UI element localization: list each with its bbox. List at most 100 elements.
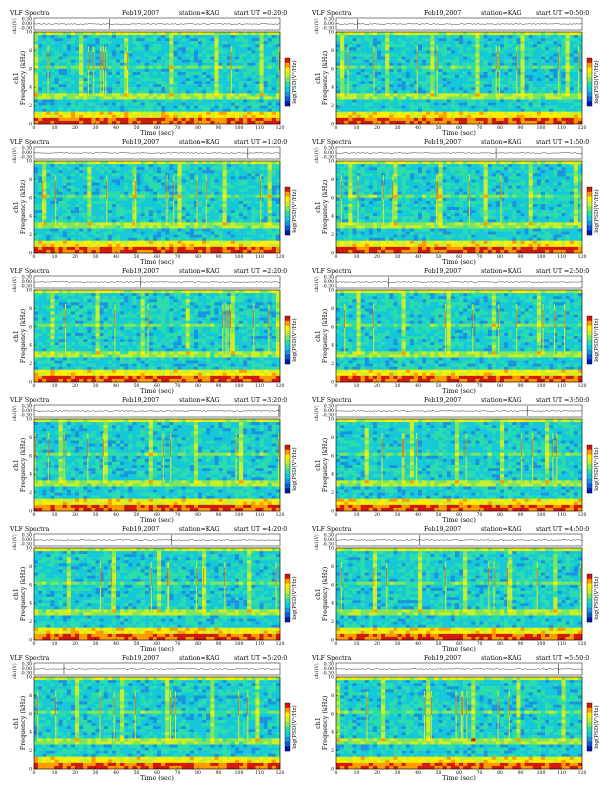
- x-tick-label: 0: [33, 512, 36, 518]
- sferic-streak: [580, 175, 582, 225]
- sferic-core: [103, 439, 104, 457]
- y-tick-label: 4: [331, 85, 334, 91]
- sferic-streak: [162, 433, 164, 483]
- spectrogram-panel: VLF Spectra Feb19,2007 station=KAG start UT…: [306, 395, 606, 524]
- colorbar-segment: [285, 316, 290, 321]
- y-tick-label: 6: [331, 195, 334, 201]
- sferic-core: [552, 439, 553, 457]
- x-tick-label: 20: [72, 512, 78, 518]
- waveform-trace: [33, 410, 281, 412]
- sferic-streak: [401, 433, 403, 483]
- colorbar-segment: [285, 220, 290, 226]
- y-tick-label: 4: [331, 601, 334, 607]
- waveform-ytick: 0.00: [324, 408, 334, 414]
- y-tick-label: 4: [331, 343, 334, 349]
- y-tick-label: 4: [29, 343, 32, 349]
- sferic-streak: [558, 46, 560, 96]
- spectrogram-image: [336, 32, 583, 125]
- spectrogram-panel: VLF Spectra Feb19,2007 station=KAG start UT…: [4, 524, 304, 653]
- panel-start-time: start UT =2:20:0: [234, 268, 287, 275]
- x-tick-label: 30: [93, 641, 99, 647]
- x-tick-label: 70: [477, 641, 483, 647]
- sferic-core: [403, 439, 405, 457]
- y-tick-label: 2: [331, 619, 334, 625]
- sferic-streak: [468, 175, 470, 225]
- sferic-core: [227, 310, 229, 328]
- x-tick-label: 40: [415, 383, 421, 389]
- sferic-core: [253, 310, 254, 328]
- colorbar-segment: [285, 77, 290, 83]
- spectrogram-image: [34, 677, 281, 770]
- x-tick-label: 30: [93, 512, 99, 518]
- waveform-trace: [335, 281, 583, 283]
- spectrogram-image: [336, 419, 583, 512]
- y-tick-label: 6: [29, 453, 32, 459]
- waveform-ytick: 0.00: [22, 408, 32, 414]
- sferic-streak: [382, 175, 384, 225]
- colorbar-segment: [285, 741, 290, 747]
- sferic-core: [381, 439, 383, 457]
- sferic-core: [238, 697, 239, 715]
- sferic-streak: [260, 175, 262, 225]
- waveform-ytick: 0.30: [22, 533, 32, 539]
- sferic-core: [469, 181, 470, 199]
- sferic-streak: [55, 691, 57, 741]
- sferic-streak: [403, 433, 405, 483]
- y-tick-label: 0: [331, 767, 334, 773]
- x-tick-label: 120: [578, 383, 587, 389]
- waveform-ytick: 0.30: [22, 662, 32, 668]
- x-tick-label: 20: [72, 641, 78, 647]
- y-tick-label: 8: [331, 306, 334, 312]
- x-tick-label: 30: [93, 770, 99, 776]
- colorbar-segment: [285, 746, 290, 752]
- x-tick-label: 90: [216, 254, 222, 260]
- sferic-streak: [230, 46, 232, 96]
- x-tick-label: 120: [578, 770, 587, 776]
- x-tick-label: 70: [477, 512, 483, 518]
- y-tick-label: 10: [26, 30, 32, 36]
- sferic-streak: [381, 433, 383, 483]
- panel-start-time: start UT =4:50:0: [536, 526, 589, 533]
- x-tick-label: 10: [354, 254, 360, 260]
- colorbar-segment: [285, 617, 290, 623]
- x-tick-label: 90: [518, 254, 524, 260]
- sferic-core: [462, 697, 463, 715]
- colorbar-segment: [587, 449, 592, 455]
- x-tick-label: 80: [195, 641, 201, 647]
- x-tick-label: 0: [33, 254, 36, 260]
- panel-station: station=KAG: [481, 10, 522, 17]
- x-tick-label: 10: [354, 512, 360, 518]
- spectrogram-svg: VLF Spectra Feb19,2007 station=KAG start UT…: [311, 397, 600, 524]
- sferic-core: [416, 439, 417, 457]
- colorbar-segment: [285, 215, 290, 221]
- colorbar-segment: [285, 82, 290, 87]
- colorbar-segment: [587, 77, 592, 83]
- waveform-ylabel: ch1(V): [313, 405, 320, 421]
- sferic-core: [516, 52, 517, 70]
- sferic-streak: [113, 691, 115, 741]
- colorbar-segment: [587, 220, 592, 226]
- x-axis-label: Time (sec): [140, 774, 174, 782]
- colorbar-frame: [284, 702, 291, 752]
- colorbar-segment: [587, 454, 592, 460]
- colorbar-segment: [587, 602, 592, 608]
- y-tick-label: 10: [26, 159, 32, 165]
- y-tick-label: 4: [29, 730, 32, 736]
- sferic-core: [88, 52, 89, 70]
- sferic-streak: [247, 691, 249, 741]
- spectrogram-panel: VLF Spectra Feb19,2007 station=KAG start UT…: [306, 8, 606, 137]
- x-tick-label: 60: [154, 512, 160, 518]
- sferic-core: [48, 439, 49, 457]
- colorbar-segment: [285, 191, 290, 197]
- y-tick-label: 4: [331, 730, 334, 736]
- x-tick-label: 110: [557, 512, 566, 518]
- x-tick-label: 10: [354, 641, 360, 647]
- sferic-streak: [37, 691, 39, 741]
- x-tick-label: 70: [175, 770, 181, 776]
- colorbar-frame: [586, 315, 593, 365]
- colorbar-frame: [586, 57, 593, 107]
- y-axis-label: Frequency (kHz): [19, 438, 27, 492]
- panel-station: station=KAG: [179, 397, 220, 404]
- sferic-streak: [554, 304, 555, 354]
- sferic-streak: [436, 46, 438, 96]
